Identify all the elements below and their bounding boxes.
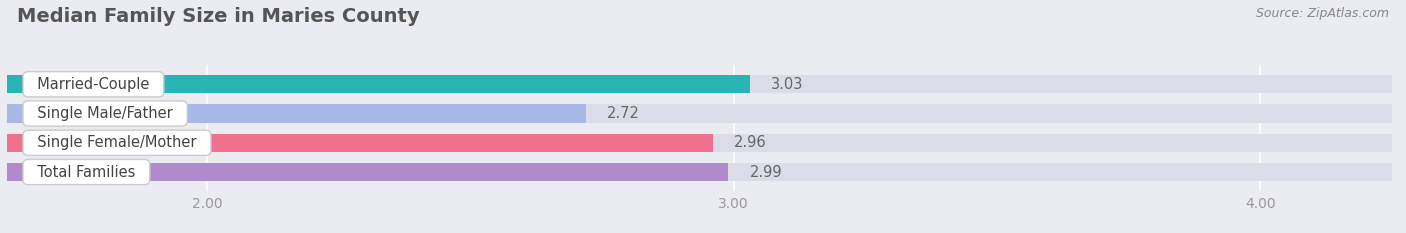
Text: 2.99: 2.99 — [749, 164, 782, 180]
Text: 2.72: 2.72 — [607, 106, 640, 121]
Text: 2.96: 2.96 — [734, 135, 766, 150]
Text: Source: ZipAtlas.com: Source: ZipAtlas.com — [1256, 7, 1389, 20]
Bar — [7, 134, 713, 152]
Text: Total Families: Total Families — [28, 164, 145, 180]
Bar — [7, 75, 749, 93]
Bar — [7, 104, 1392, 123]
Text: Median Family Size in Maries County: Median Family Size in Maries County — [17, 7, 419, 26]
Text: Married-Couple: Married-Couple — [28, 77, 159, 92]
Bar — [7, 75, 1392, 93]
Bar — [7, 134, 1392, 152]
Text: Single Female/Mother: Single Female/Mother — [28, 135, 205, 150]
Bar — [7, 163, 1392, 181]
Text: 3.03: 3.03 — [770, 77, 803, 92]
Text: Single Male/Father: Single Male/Father — [28, 106, 183, 121]
Bar — [7, 104, 586, 123]
Bar — [7, 163, 728, 181]
